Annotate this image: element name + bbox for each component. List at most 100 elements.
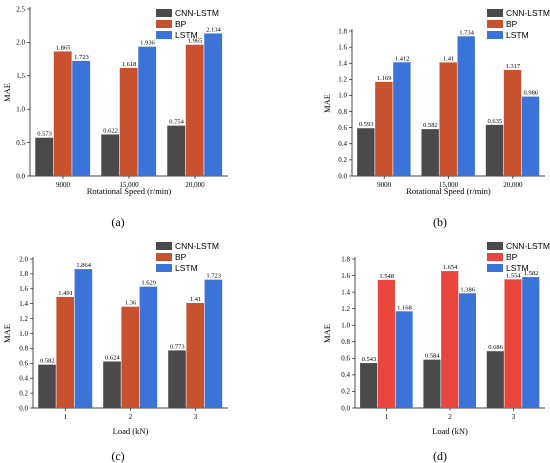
legend-swatch xyxy=(156,9,172,17)
bar xyxy=(503,69,522,176)
bar xyxy=(393,62,411,176)
legend-swatch xyxy=(156,253,172,261)
legend-label: LSTM xyxy=(175,263,198,273)
data-label: 1.36 xyxy=(125,300,137,307)
panel-caption: (b) xyxy=(433,215,447,229)
data-label: 2.134 xyxy=(206,26,221,33)
y-tick-label: 1.4 xyxy=(19,300,28,308)
data-label: 1.865 xyxy=(56,44,71,51)
legend-swatch xyxy=(487,9,503,17)
bar xyxy=(38,364,56,408)
data-label: 1.654 xyxy=(443,264,458,271)
bar xyxy=(121,306,139,408)
x-tick-label: 2 xyxy=(448,413,452,421)
data-label: 1.412 xyxy=(395,55,410,62)
y-tick-label: 2.5 xyxy=(16,5,25,13)
data-label: 1.168 xyxy=(397,304,412,311)
y-tick-label: 1.8 xyxy=(338,27,347,35)
data-label: 0.622 xyxy=(103,127,118,134)
y-axis-label: MAE xyxy=(322,324,332,343)
y-tick-label: 0.4 xyxy=(341,371,350,379)
legend-swatch xyxy=(487,264,503,272)
legend-label: CNN-LSTM xyxy=(175,8,219,18)
bar xyxy=(457,36,475,176)
data-label: 1.317 xyxy=(506,63,521,70)
legend-label: CNN-LSTM xyxy=(175,241,219,251)
y-tick-label: 0.6 xyxy=(19,360,28,368)
y-tick-label: 1.5 xyxy=(16,72,25,80)
data-label: 0.582 xyxy=(423,122,438,129)
x-tick-label: 3 xyxy=(512,413,516,421)
y-tick-label: 1.0 xyxy=(19,330,28,338)
y-tick-label: 1.8 xyxy=(341,255,350,263)
bar xyxy=(439,62,457,176)
bar xyxy=(395,311,413,408)
y-tick-label: 1.6 xyxy=(341,272,350,280)
y-tick-label: 1.4 xyxy=(338,60,347,68)
bar xyxy=(204,33,223,177)
x-tick-label: 20,000 xyxy=(185,181,205,189)
bar xyxy=(360,363,378,408)
bar xyxy=(423,359,441,408)
legend-label: BP xyxy=(506,252,518,262)
data-label: 1.629 xyxy=(141,280,156,287)
y-tick-label: 1.0 xyxy=(338,92,347,100)
bar xyxy=(119,67,138,176)
legend-label: LSTM xyxy=(175,30,198,40)
bar xyxy=(139,286,158,408)
y-tick-label: 1.8 xyxy=(19,270,28,278)
y-tick-label: 0.8 xyxy=(19,345,28,353)
data-label: 1.169 xyxy=(377,75,392,82)
data-label: 0.773 xyxy=(170,343,185,350)
y-tick-label: 0.6 xyxy=(341,355,350,363)
x-tick-label: 9000 xyxy=(377,181,392,189)
bar xyxy=(35,137,54,176)
bar xyxy=(504,279,522,408)
data-label: 0.573 xyxy=(37,131,52,138)
bar xyxy=(522,277,540,408)
y-tick-label: 0.2 xyxy=(338,156,347,164)
data-label: 1.582 xyxy=(524,270,539,277)
data-label: 0.543 xyxy=(362,356,377,363)
bar xyxy=(167,125,186,176)
y-tick-label: 0.5 xyxy=(16,139,25,147)
x-tick-label: 3 xyxy=(194,413,198,421)
data-label: 1.723 xyxy=(74,54,89,61)
data-label: 1.41 xyxy=(190,296,201,303)
bar xyxy=(56,296,74,408)
legend-swatch xyxy=(156,242,172,250)
legend-label: BP xyxy=(175,19,187,29)
legend-swatch xyxy=(156,20,172,28)
y-tick-label: 0.4 xyxy=(338,140,347,148)
legend-swatch xyxy=(487,253,503,261)
panel-c: 0.0 0.2 0.4 0.6 0.8 1.0 1.2 1.4 1.6 1.8 2.0 0.582 1.… xyxy=(2,241,228,463)
data-label: 1.491 xyxy=(58,290,73,297)
x-tick-label: 15,000 xyxy=(119,181,139,189)
data-label: 1.723 xyxy=(206,273,221,280)
bar xyxy=(375,81,393,176)
data-label: 1.554 xyxy=(506,272,521,279)
legend-label: CNN-LSTM xyxy=(506,8,550,18)
y-tick-label: 0.0 xyxy=(341,404,350,412)
x-axis-label: Rotational Speed (r/min) xyxy=(87,186,172,196)
bar xyxy=(204,279,223,408)
y-tick-label: 1.2 xyxy=(338,76,347,84)
panel-d: 0.0 0.2 0.4 0.6 0.8 1.0 1.2 1.4 1.6 1.8 0.543 1.548… xyxy=(322,241,550,463)
data-label: 1.965 xyxy=(188,38,203,45)
data-label: 0.582 xyxy=(40,358,55,365)
x-axis-label: Rotational Speed (r/min) xyxy=(406,186,491,196)
bar xyxy=(186,302,204,408)
bar xyxy=(485,124,504,176)
data-label: 1.548 xyxy=(379,273,394,280)
y-tick-label: 1.4 xyxy=(341,288,350,296)
data-label: 0.584 xyxy=(425,353,440,360)
y-tick-label: 0.8 xyxy=(338,108,347,116)
bar xyxy=(421,129,439,176)
panel-caption: (d) xyxy=(433,449,447,463)
legend-swatch xyxy=(487,20,503,28)
y-tick-label: 0.2 xyxy=(19,389,28,397)
y-tick-label: 1.2 xyxy=(19,315,28,323)
panel-b: 0.0 0.2 0.4 0.6 0.8 1.0 1.2 1.4 1.6 1.8 0.593 1.169… xyxy=(322,8,550,229)
panel-caption: (a) xyxy=(111,215,124,229)
